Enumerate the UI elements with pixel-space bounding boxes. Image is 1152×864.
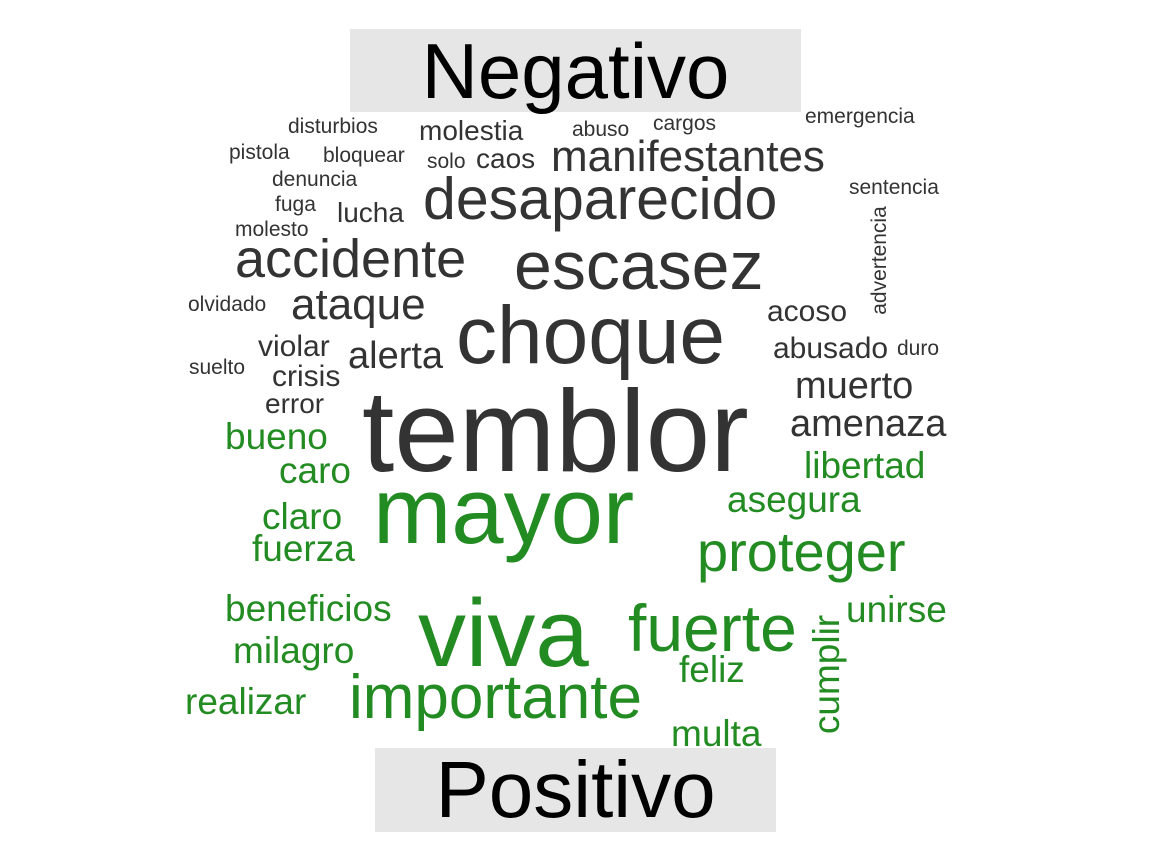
word-ataque: ataque: [291, 280, 426, 329]
word-abuso: abuso: [572, 118, 630, 141]
word-desaparecido: desaparecido: [423, 166, 778, 232]
negative-label: Negativo: [350, 29, 801, 112]
word-proteger: proteger: [697, 520, 906, 583]
word-fuerza: fuerza: [252, 528, 355, 569]
word-emergencia: emergencia: [805, 105, 915, 128]
word-duro: duro: [897, 337, 940, 360]
word-alerta: alerta: [348, 335, 444, 377]
word-suelto: suelto: [189, 356, 246, 379]
word-mayor: mayor: [373, 458, 635, 563]
word-libertad: libertad: [804, 445, 926, 486]
word-acoso: acoso: [767, 295, 848, 328]
word-milagro: milagro: [233, 630, 355, 671]
word-solo: solo: [427, 150, 466, 173]
word-caro: caro: [279, 450, 351, 491]
word-muerto: muerto: [795, 365, 914, 407]
word-cumplir: cumplir: [806, 614, 848, 735]
word-molestia: molestia: [419, 115, 524, 146]
word-escasez: escasez: [514, 228, 764, 304]
word-pistola: pistola: [229, 141, 290, 164]
word-asegura: asegura: [727, 479, 861, 520]
word-multa: multa: [671, 713, 762, 754]
word-claro: claro: [262, 496, 343, 537]
word-denuncia: denuncia: [272, 168, 358, 191]
word-temblor: temblor: [362, 366, 749, 496]
word-accidente: accidente: [235, 229, 467, 289]
word-unirse: unirse: [846, 589, 947, 630]
word-error: error: [265, 388, 325, 419]
word-molesto: molesto: [235, 218, 309, 241]
word-bloquear: bloquear: [323, 144, 405, 167]
word-abusado: abusado: [773, 332, 889, 365]
word-crisis: crisis: [272, 360, 341, 393]
positive-label: Positivo: [375, 748, 776, 832]
word-beneficios: beneficios: [225, 588, 392, 629]
word-fuerte: fuerte: [628, 591, 797, 665]
word-lucha: lucha: [337, 197, 404, 228]
word-advertencia: advertencia: [867, 206, 891, 315]
word-manifestantes: manifestantes: [551, 132, 825, 181]
word-feliz: feliz: [679, 649, 745, 690]
word-disturbios: disturbios: [288, 115, 378, 138]
word-sentencia: sentencia: [849, 176, 939, 199]
word-fuga: fuga: [275, 193, 316, 216]
word-cargos: cargos: [653, 112, 717, 135]
word-violar: violar: [258, 330, 330, 363]
word-importante: importante: [349, 663, 642, 732]
word-choque: choque: [456, 290, 726, 381]
word-viva: viva: [418, 580, 589, 687]
word-olvidado: olvidado: [188, 293, 267, 316]
word-realizar: realizar: [185, 681, 307, 722]
word-caos: caos: [476, 143, 536, 174]
word-bueno: bueno: [225, 416, 328, 457]
word-amenaza: amenaza: [790, 403, 947, 445]
